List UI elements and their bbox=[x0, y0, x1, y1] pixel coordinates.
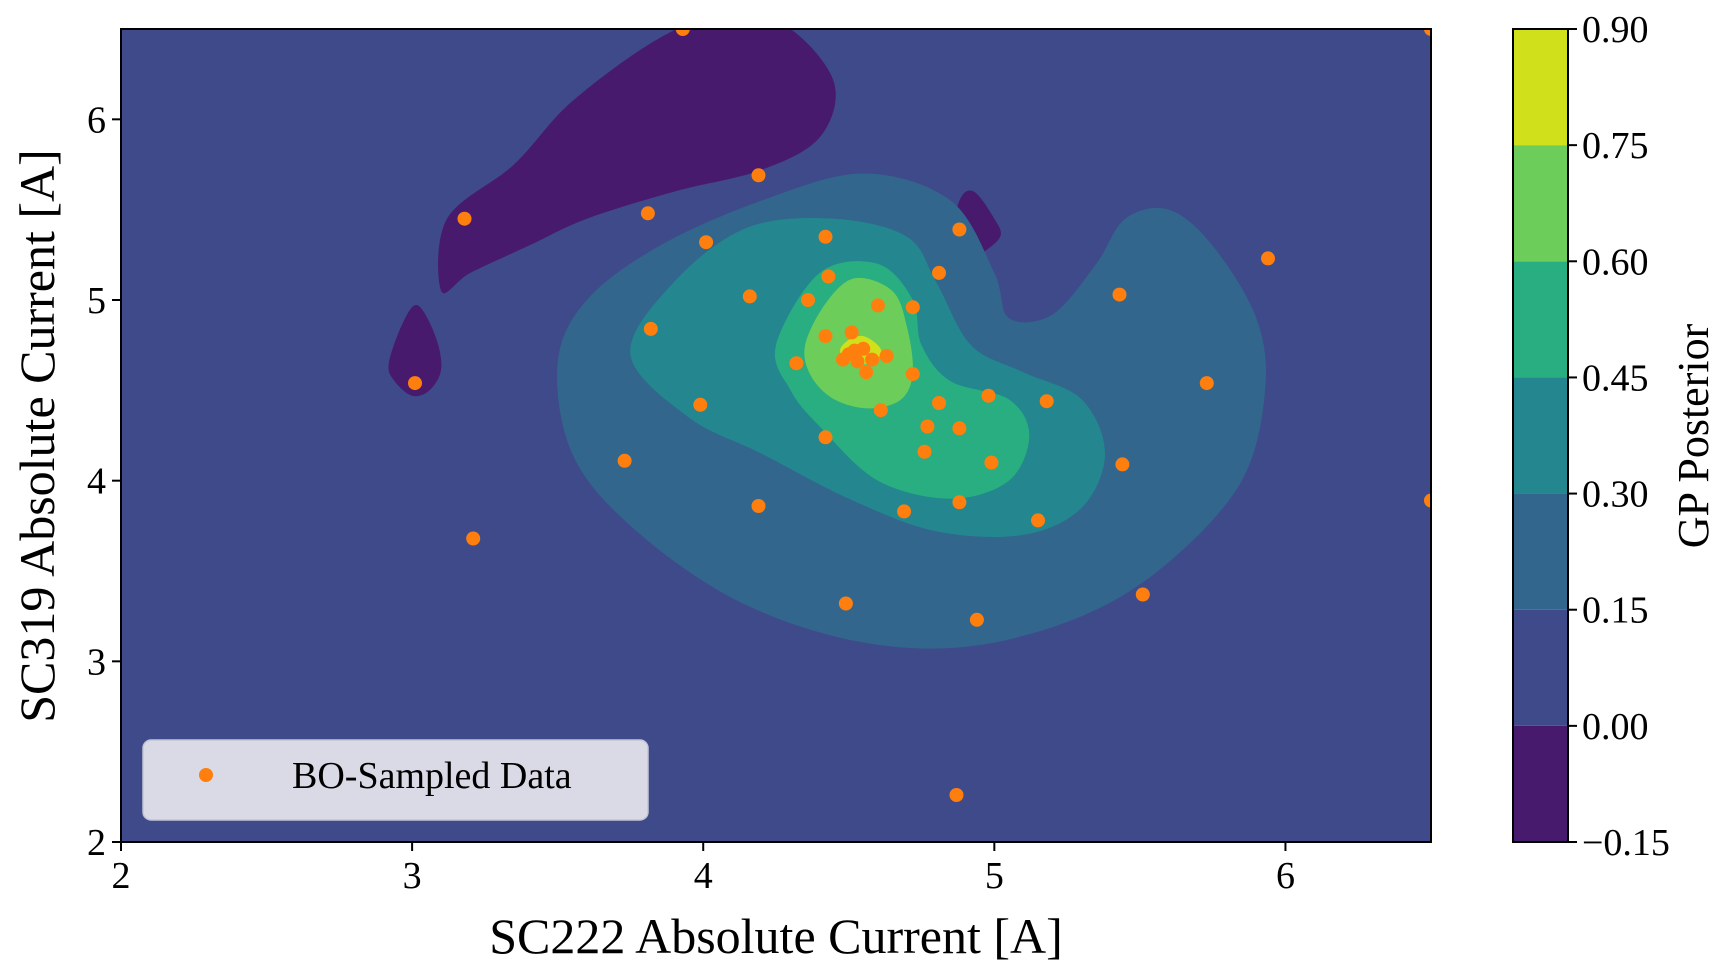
colorbar-tick-label: 0.90 bbox=[1582, 9, 1649, 51]
data-point bbox=[932, 265, 946, 280]
data-point bbox=[873, 403, 888, 418]
data-point bbox=[693, 397, 708, 412]
colorbar-band bbox=[1513, 377, 1568, 494]
data-point bbox=[821, 269, 836, 284]
data-point bbox=[457, 211, 472, 226]
plot-area bbox=[120, 28, 1432, 843]
legend-marker bbox=[199, 768, 213, 782]
colorbar-frame bbox=[1512, 28, 1569, 843]
data-point bbox=[617, 453, 632, 468]
y-tick-label: 6 bbox=[87, 99, 106, 141]
colorbar-tick-label: 0.00 bbox=[1582, 706, 1649, 748]
y-axis-ticks: 2 3 4 5 6 bbox=[87, 99, 121, 864]
colorbar-tick-label: 0.45 bbox=[1582, 357, 1649, 399]
colorbar-ticks: −0.15 0.00 0.15 0.30 0.45 0.60 0.75 0.90 bbox=[1568, 9, 1670, 864]
data-point bbox=[865, 352, 880, 367]
data-point bbox=[905, 300, 920, 315]
data-point bbox=[1112, 287, 1127, 302]
data-point bbox=[920, 419, 935, 434]
data-point bbox=[1031, 513, 1045, 528]
data-point bbox=[1115, 457, 1130, 472]
colorbar-band bbox=[1513, 725, 1568, 842]
data-point bbox=[466, 531, 481, 546]
x-axis-label: SC222 Absolute Current [A] bbox=[489, 908, 1063, 964]
data-point bbox=[897, 504, 912, 519]
colorbar-band bbox=[1513, 609, 1568, 726]
data-point bbox=[844, 325, 859, 340]
data-point bbox=[643, 321, 658, 336]
data-point bbox=[850, 354, 865, 369]
colorbar-band bbox=[1513, 261, 1568, 378]
data-point bbox=[932, 396, 946, 410]
legend-entry-bo-sampled: BO-Sampled Data bbox=[292, 755, 572, 797]
colorbar-tick-label: 0.75 bbox=[1582, 125, 1649, 167]
data-point bbox=[859, 365, 874, 380]
data-point bbox=[1199, 376, 1214, 391]
data-point bbox=[952, 421, 967, 436]
data-point bbox=[640, 206, 655, 221]
colorbar-label: GP Posterior bbox=[1669, 323, 1718, 548]
colorbar-band bbox=[1513, 29, 1568, 146]
contour-region-0 bbox=[438, 29, 836, 294]
data-point bbox=[952, 222, 967, 237]
data-point bbox=[870, 298, 885, 313]
plot-frame bbox=[120, 28, 1432, 843]
colorbar: −0.15 0.00 0.15 0.30 0.45 0.60 0.75 0.90 GP Pos… bbox=[1512, 9, 1718, 864]
data-point bbox=[818, 430, 833, 445]
x-tick-label: 3 bbox=[403, 855, 422, 897]
data-point bbox=[818, 329, 833, 344]
data-point bbox=[675, 29, 690, 36]
data-point bbox=[801, 293, 815, 307]
data-point bbox=[838, 596, 853, 611]
contour-region-1 bbox=[388, 305, 442, 397]
x-tick-label: 2 bbox=[112, 855, 131, 897]
data-point bbox=[818, 229, 833, 244]
colorbar-tick-label: 0.60 bbox=[1582, 241, 1649, 283]
data-point bbox=[789, 356, 804, 371]
colorbar-tick-label: 0.30 bbox=[1582, 474, 1649, 516]
legend: BO-Sampled Data bbox=[142, 739, 649, 821]
data-point bbox=[1261, 251, 1275, 266]
data-point bbox=[984, 455, 999, 470]
data-point bbox=[742, 289, 757, 304]
y-tick-label: 5 bbox=[87, 280, 106, 322]
data-point bbox=[751, 168, 766, 183]
y-tick-label: 2 bbox=[87, 822, 106, 864]
colorbar-band bbox=[1513, 493, 1568, 610]
x-tick-label: 6 bbox=[1276, 855, 1295, 897]
colorbar-tick-label: −0.15 bbox=[1582, 822, 1670, 864]
data-point bbox=[699, 235, 714, 250]
y-tick-label: 4 bbox=[87, 461, 106, 503]
data-point bbox=[1424, 29, 1431, 36]
data-point bbox=[917, 444, 932, 459]
data-point bbox=[856, 341, 871, 356]
legend-box bbox=[142, 739, 649, 821]
data-point bbox=[969, 612, 984, 627]
data-point bbox=[1039, 394, 1054, 409]
data-point bbox=[981, 388, 996, 403]
y-tick-label: 3 bbox=[87, 641, 106, 683]
scatter-layer bbox=[408, 29, 1431, 802]
data-point bbox=[879, 349, 894, 363]
x-tick-label: 4 bbox=[694, 855, 713, 897]
data-point bbox=[836, 352, 850, 367]
data-point bbox=[1424, 493, 1431, 508]
x-tick-label: 5 bbox=[985, 855, 1004, 897]
x-axis-ticks: 2 3 4 5 6 bbox=[112, 842, 1295, 897]
data-point bbox=[751, 499, 766, 513]
data-point bbox=[949, 788, 964, 802]
data-point bbox=[408, 376, 422, 391]
y-axis-label: SC319 Absolute Current [A] bbox=[9, 149, 65, 723]
data-point bbox=[952, 495, 967, 510]
colorbar-band bbox=[1513, 145, 1568, 262]
colorbar-tick-label: 0.15 bbox=[1582, 590, 1649, 632]
data-point bbox=[1135, 587, 1150, 602]
data-point bbox=[905, 367, 920, 382]
colorbar-bands bbox=[1513, 29, 1568, 842]
